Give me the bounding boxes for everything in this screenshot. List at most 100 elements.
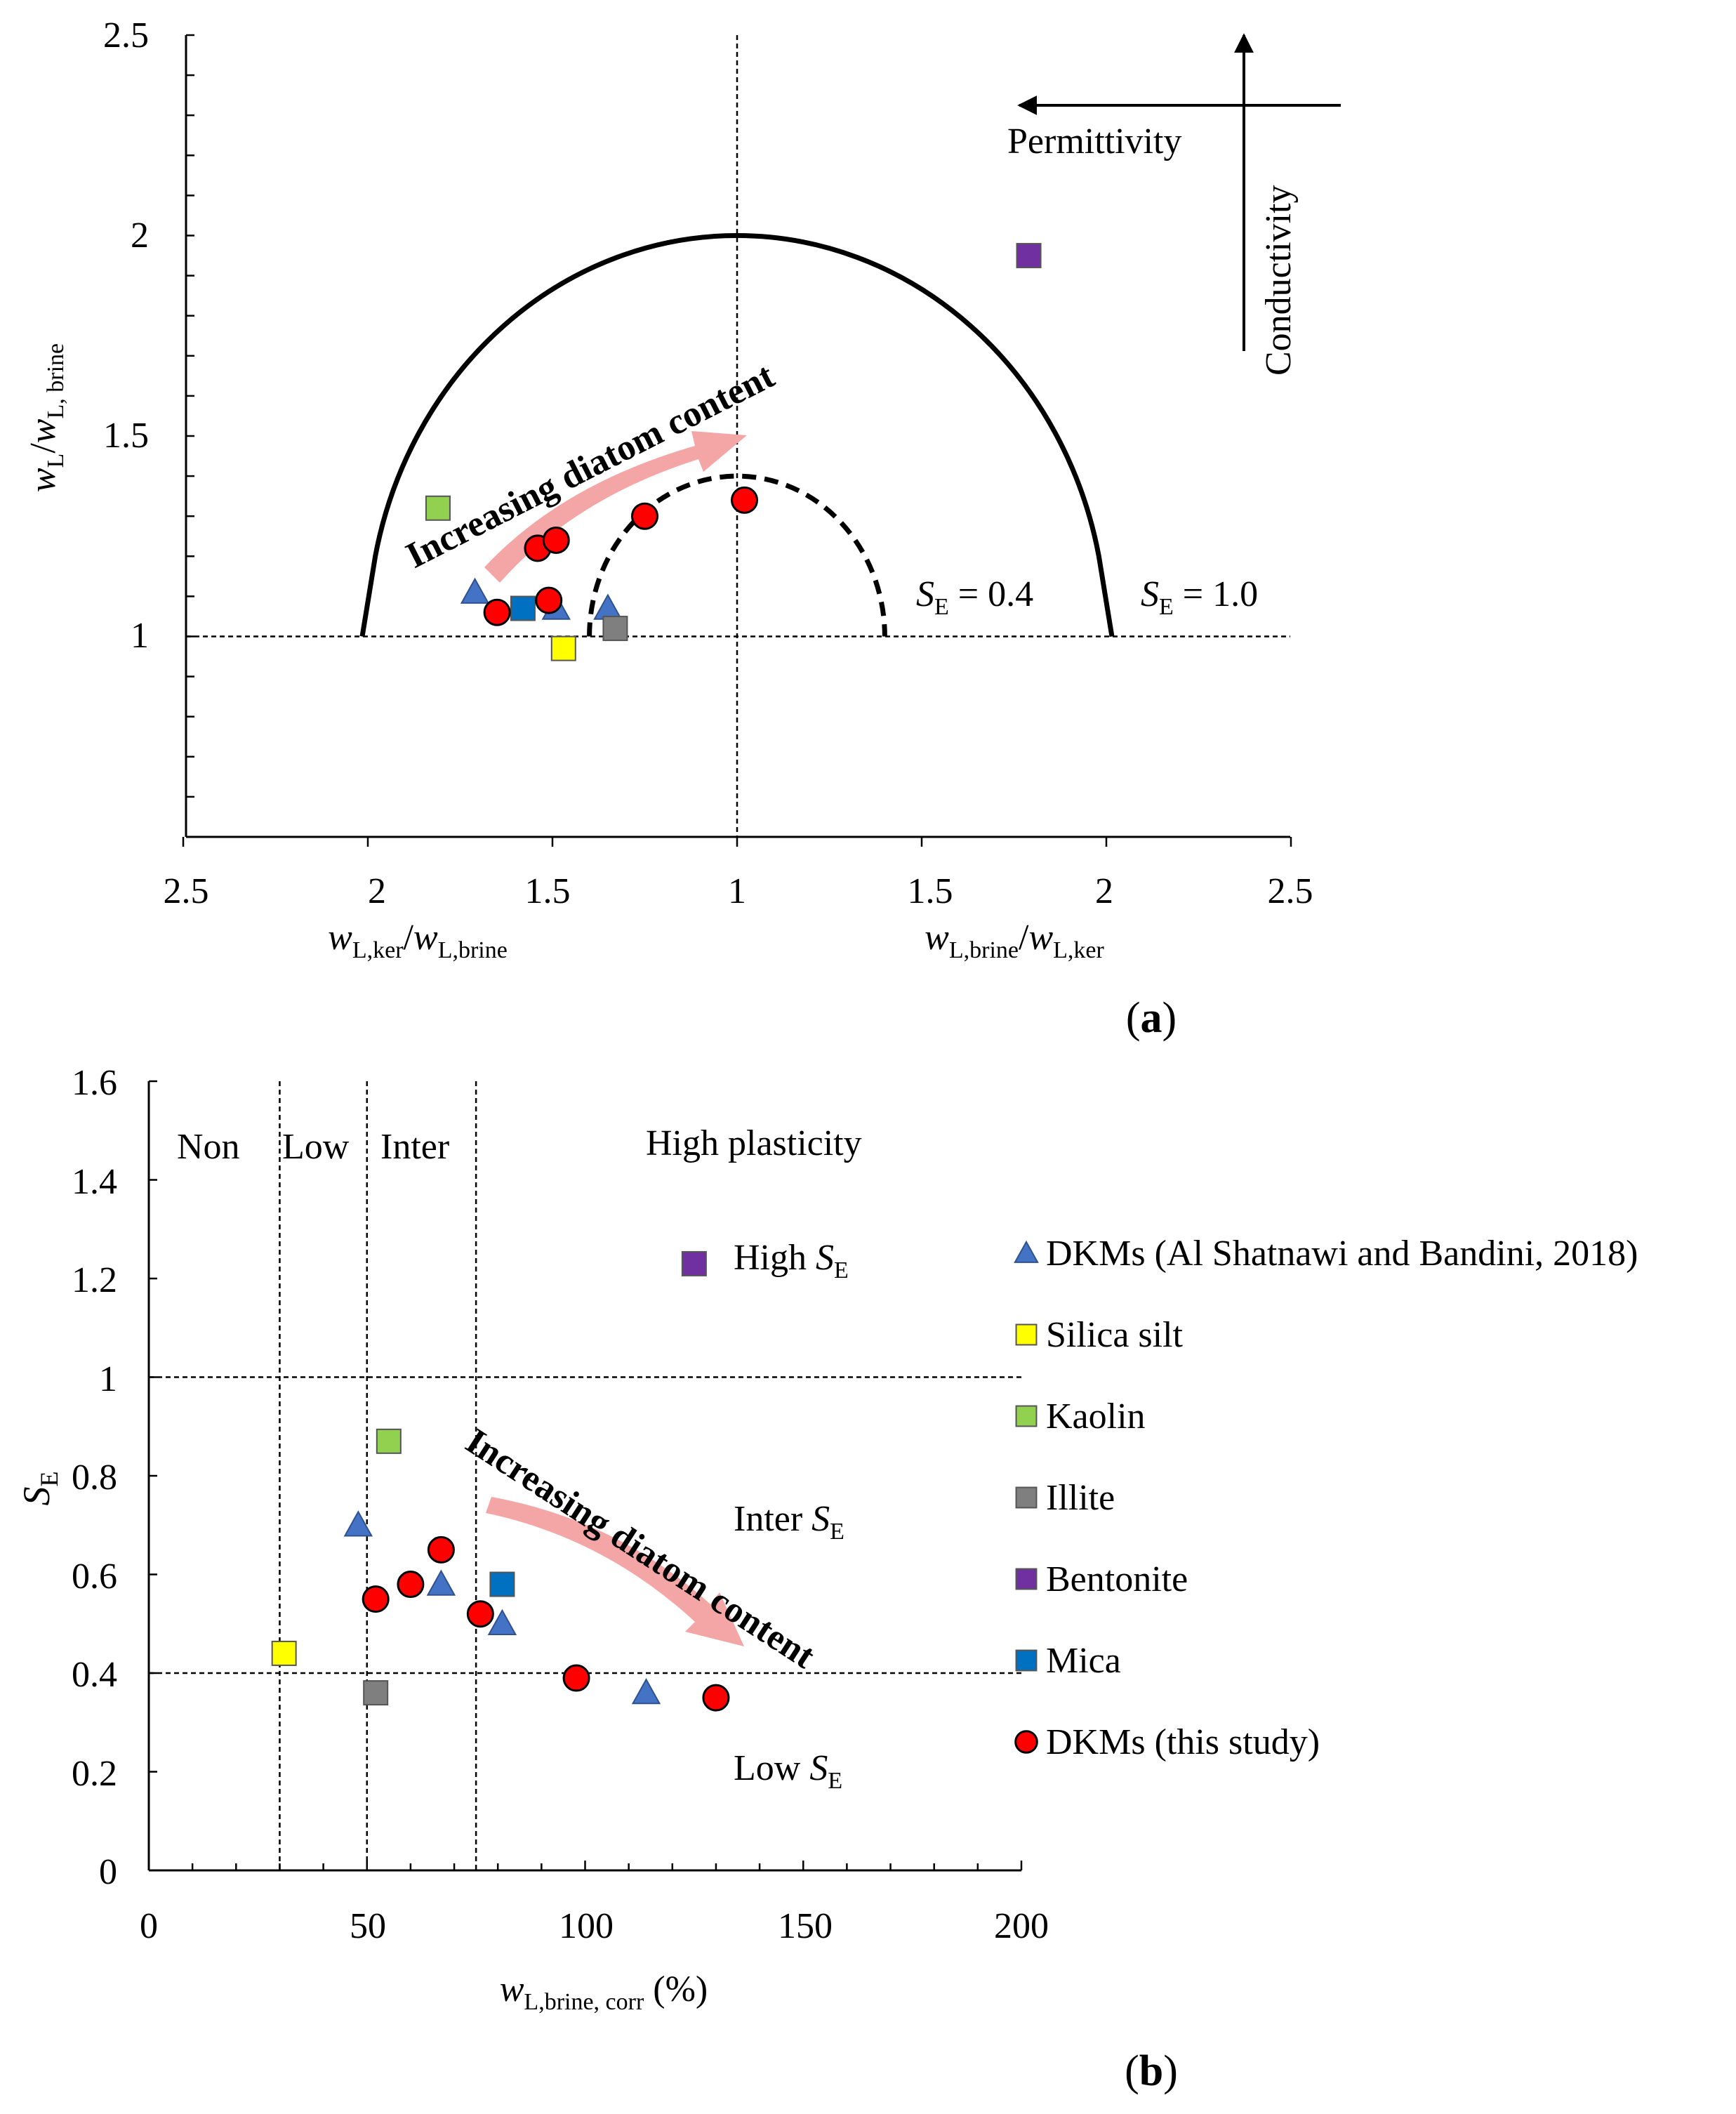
a-point-circle: [631, 502, 658, 530]
b-point-square: [489, 1571, 515, 1597]
panel-a: 1 1.5 2 2.5 2.5 2 1.5 1 1.5 2 2.5 wL/wL,…: [23, 15, 1341, 1042]
a-xtick-label: 2: [1095, 871, 1113, 911]
a-trend-arrow: [484, 431, 747, 583]
plasticity-inter-label: Inter: [380, 1127, 449, 1167]
legend-label: Illite: [1046, 1478, 1115, 1518]
b-ytick-label: 1.2: [72, 1260, 117, 1300]
b-ytick-label: 1.4: [72, 1162, 117, 1202]
b-ytick-label: 0.8: [72, 1458, 117, 1498]
se-1.0-label: SE = 1.0: [1141, 574, 1258, 620]
direction-indicator: Permittivity Conductivity: [1007, 33, 1341, 376]
conductivity-label: Conductivity: [1259, 185, 1299, 376]
legend-label: Bentonite: [1046, 1559, 1188, 1599]
panel-a-label: (a): [1126, 994, 1177, 1042]
b-ytick-label: 0.2: [72, 1754, 117, 1794]
b-xtick-label: 50: [350, 1906, 386, 1946]
b-xtick-label: 150: [778, 1906, 833, 1946]
a-ytick-label: 1: [131, 616, 149, 656]
panel-a-trend-arrow: [484, 431, 747, 583]
b-point-circle: [362, 1585, 390, 1613]
b-xtick-label: 100: [559, 1906, 614, 1946]
a-trend-label: Increasing diatom content: [400, 355, 781, 576]
b-x-axis-label: wL,brine, corr (%): [500, 1969, 708, 2015]
a-ytick-label: 2.5: [103, 15, 149, 55]
legend-label: DKMs (this study): [1046, 1722, 1320, 1762]
b-point-square: [271, 1640, 297, 1666]
b-y-axis-label: SE: [15, 1472, 63, 1506]
a-x-axis-label-left: wL,ker/wL,brine: [328, 918, 508, 963]
permittivity-label: Permittivity: [1007, 121, 1181, 161]
b-xtick-label: 0: [140, 1906, 158, 1946]
panel-b-trend-arrow: [486, 1497, 744, 1646]
legend-item: Illite: [1015, 1478, 1115, 1518]
b-point-circle: [427, 1535, 455, 1564]
low-se-label: Low SE: [734, 1748, 842, 1794]
b-point-triangle: [343, 1510, 373, 1537]
a-point-circle: [535, 586, 563, 614]
b-ytick-label: 0.6: [72, 1557, 117, 1597]
a-point-triangle: [593, 593, 623, 620]
b-ytick-label: 1.6: [72, 1063, 117, 1103]
legend-item: Bentonite: [1015, 1559, 1188, 1599]
a-point-square: [1016, 243, 1042, 269]
panel-a-curves: [359, 233, 1115, 637]
b-xtick-label: 200: [994, 1906, 1049, 1946]
a-y-axis-label: wL/wL, brine: [23, 343, 69, 492]
panel-a-points: [425, 243, 1042, 661]
b-point-square: [681, 1250, 707, 1276]
plasticity-high-label: High plasticity: [646, 1123, 862, 1163]
legend-marker-square: [1015, 1405, 1038, 1427]
panel-b: 0 0.2 0.4 0.6 0.8 1 1.2 1.4 1.6 0 50 100…: [15, 1063, 1178, 2095]
b-point-triangle: [631, 1678, 661, 1705]
a-xtick-label: 1.5: [908, 871, 953, 911]
legend-marker-triangle: [1014, 1240, 1039, 1263]
legend-marker-square: [1015, 1323, 1038, 1346]
plasticity-non-label: Non: [177, 1127, 240, 1167]
a-point-square: [550, 635, 576, 661]
a-xtick-label: 1.5: [525, 871, 571, 911]
panel-b-axes: [147, 1080, 1023, 1872]
a-point-circle: [483, 598, 511, 626]
a-x-axis-label-right: wL,brine/wL,ker: [925, 918, 1104, 963]
a-point-circle: [542, 526, 570, 554]
legend-item: DKMs (this study): [1014, 1722, 1320, 1762]
se-1.0-curve: [359, 233, 1115, 637]
legend-item: Mica: [1015, 1641, 1121, 1681]
panel-b-label: (b): [1125, 2047, 1178, 2095]
b-point-triangle: [487, 1608, 517, 1635]
legend-label: Mica: [1046, 1641, 1121, 1681]
a-point-square: [510, 595, 536, 621]
legend-marker-square: [1015, 1486, 1038, 1509]
a-point-circle: [731, 486, 759, 514]
b-point-square: [363, 1680, 389, 1706]
legend-item: Silica silt: [1015, 1315, 1184, 1355]
a-xtick-label: 2: [368, 871, 386, 911]
b-point-circle: [466, 1600, 494, 1628]
se-0.4-label: SE = 0.4: [916, 574, 1033, 620]
a-xtick-label: 2.5: [1268, 871, 1313, 911]
se-0.4-curve: [587, 473, 887, 637]
b-point-square: [376, 1428, 402, 1454]
a-point-square: [602, 616, 628, 642]
legend-item: DKMs (Al Shatnawi and Bandini, 2018): [1014, 1234, 1638, 1274]
legend-marker-square: [1015, 1649, 1038, 1672]
legend-label: Kaolin: [1046, 1396, 1146, 1436]
legend-marker-circle: [1014, 1730, 1038, 1754]
b-point-circle: [562, 1664, 590, 1692]
b-point-triangle: [426, 1569, 456, 1596]
panel-a-axes: [182, 34, 1292, 847]
legend-label: Silica silt: [1046, 1315, 1184, 1355]
a-point-square: [425, 495, 451, 521]
high-se-label: High SE: [734, 1238, 849, 1283]
b-ytick-label: 1: [99, 1359, 117, 1399]
b-ytick-label: 0: [99, 1852, 117, 1892]
panel-b-points: [271, 1250, 730, 1712]
a-xtick-label: 2.5: [164, 871, 209, 911]
b-trend-arrow: [486, 1497, 744, 1646]
b-trend-label: Increasing diatom content: [458, 1421, 822, 1677]
a-xtick-label: 1: [728, 871, 746, 911]
a-ytick-label: 2: [131, 216, 149, 256]
plasticity-low-label: Low: [282, 1127, 350, 1167]
legend-label: DKMs (Al Shatnawi and Bandini, 2018): [1046, 1234, 1638, 1274]
